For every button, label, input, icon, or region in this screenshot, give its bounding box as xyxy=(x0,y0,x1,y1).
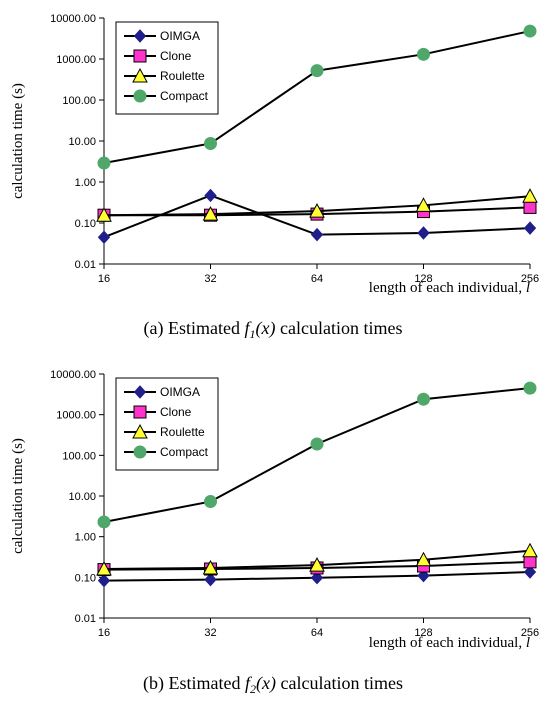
y-axis-label: calculation time (s) xyxy=(10,83,26,199)
y-tick-label: 10.00 xyxy=(68,136,96,148)
data-point-roulette xyxy=(415,197,432,212)
legend-box xyxy=(115,377,219,471)
legend-label-compact: Compact xyxy=(160,445,209,459)
data-point-oimga xyxy=(523,565,537,579)
legend-marker-oimga xyxy=(133,385,147,399)
y-tick-label: 100.00 xyxy=(62,450,96,462)
data-point-compact xyxy=(417,392,430,406)
data-point-roulette xyxy=(522,542,538,558)
legend-box xyxy=(115,21,219,115)
legend-marker-oimga xyxy=(133,29,147,43)
legend-marker-clone xyxy=(133,49,147,63)
x-tick-label: 256 xyxy=(521,627,539,639)
x-tick-label: 64 xyxy=(311,273,323,285)
chart-a: 0.01 0.10 1.00 10.00 100.00 1000.00 10000.00 16… xyxy=(10,13,539,341)
y-tick-label: 1000.00 xyxy=(56,54,96,66)
legend: OIMGA Clone Roulette Compact xyxy=(115,21,219,115)
legend-label-compact: Compact xyxy=(160,89,209,103)
data-point-clone xyxy=(523,555,537,569)
data-point-oimga xyxy=(417,226,430,240)
data-point-compact xyxy=(523,24,537,38)
chart-b: 0.01 0.10 1.00 10.00 100.00 1000.00 10000.00 16… xyxy=(10,369,539,696)
data-point-roulette xyxy=(202,559,219,575)
legend-label-oimga: OIMGA xyxy=(160,385,200,399)
legend-marker-compact xyxy=(133,89,147,103)
chart-caption: (a) Estimated f1(x) calculation times xyxy=(144,318,403,341)
data-point-oimga xyxy=(310,227,324,242)
legend-label-oimga: OIMGA xyxy=(160,29,200,43)
x-axis-label: length of each individual, l xyxy=(369,280,530,296)
x-tick-label: 16 xyxy=(98,273,110,285)
data-point-compact xyxy=(97,515,111,529)
x-tick-label: 256 xyxy=(521,273,539,285)
data-point-oimga xyxy=(310,570,324,585)
data-point-compact xyxy=(310,64,324,78)
legend-label-clone: Clone xyxy=(160,49,192,63)
y-tick-label: 1000.00 xyxy=(56,410,96,422)
y-tick-label: 10.00 xyxy=(68,491,96,503)
data-point-roulette xyxy=(522,188,538,203)
y-axis-label: calculation time (s) xyxy=(10,438,26,554)
data-point-roulette xyxy=(309,557,325,572)
data-point-oimga xyxy=(523,221,537,235)
x-tick-label: 64 xyxy=(311,627,323,639)
data-point-compact xyxy=(204,136,217,150)
data-point-roulette xyxy=(96,560,112,576)
y-tick-label: 10000.00 xyxy=(50,13,96,25)
y-tick-label: 0.01 xyxy=(75,613,96,625)
x-tick-label: 128 xyxy=(414,273,432,285)
data-point-compact xyxy=(97,156,111,170)
data-point-roulette xyxy=(96,207,112,222)
legend-marker-roulette xyxy=(132,67,148,83)
data-point-roulette xyxy=(415,551,432,567)
data-point-compact xyxy=(523,381,537,395)
y-tick-label: 1.00 xyxy=(75,532,96,544)
chart-caption: (b) Estimated f2(x) calculation times xyxy=(143,673,403,696)
x-tick-label: 16 xyxy=(98,627,110,639)
data-point-clone xyxy=(523,200,537,214)
data-point-compact xyxy=(417,47,430,61)
data-point-oimga xyxy=(204,572,217,587)
data-point-roulette xyxy=(202,206,219,221)
y-tick-label: 1.00 xyxy=(75,177,96,189)
data-point-oimga xyxy=(417,568,430,583)
legend-label-clone: Clone xyxy=(160,405,192,419)
legend-marker-roulette xyxy=(132,423,148,439)
y-tick-label: 0.01 xyxy=(75,259,96,271)
y-tick-label: 0.10 xyxy=(75,218,96,230)
y-tick-label: 10000.00 xyxy=(50,369,96,381)
x-axis-label: length of each individual, l xyxy=(369,635,530,651)
data-point-roulette xyxy=(309,203,325,218)
data-point-oimga xyxy=(204,188,217,203)
y-tick-label: 0.10 xyxy=(75,572,96,584)
x-tick-label: 32 xyxy=(204,627,216,639)
legend-marker-clone xyxy=(133,405,147,419)
legend-marker-compact xyxy=(133,445,147,459)
data-point-compact xyxy=(204,495,217,509)
legend-label-roulette: Roulette xyxy=(160,425,205,439)
legend-label-roulette: Roulette xyxy=(160,69,205,83)
y-tick-label: 100.00 xyxy=(62,95,96,107)
x-tick-label: 32 xyxy=(204,273,216,285)
x-tick-label: 128 xyxy=(414,627,432,639)
data-point-oimga xyxy=(97,230,111,244)
data-point-compact xyxy=(310,437,324,451)
legend: OIMGA Clone Roulette Compact xyxy=(115,377,219,471)
data-point-oimga xyxy=(97,573,111,588)
